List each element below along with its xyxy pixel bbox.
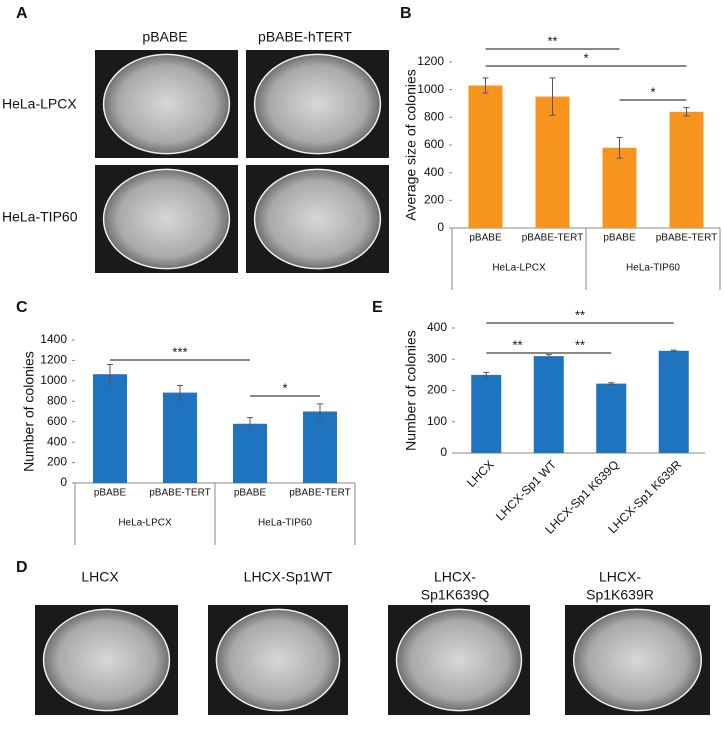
significance-label: ** — [547, 33, 557, 48]
x-tick-label: LHCX — [464, 457, 497, 490]
y-tick-label: 800 — [47, 393, 67, 407]
column-label: LHCX — [81, 569, 119, 585]
x-tick-label: pBABE-TERT — [522, 233, 584, 244]
y-tick-label: 200 — [427, 383, 447, 397]
row-label: HeLa-TIP60 — [2, 209, 78, 225]
bar — [669, 111, 704, 228]
y-tick-label: 1200 — [417, 54, 444, 68]
column-label: pBABE — [142, 29, 187, 45]
y-tick-label: 400 — [424, 165, 444, 179]
bar — [596, 383, 627, 453]
group-label: HeLa-TIP60 — [258, 518, 312, 529]
bar — [303, 411, 337, 483]
bar — [535, 96, 570, 228]
y-tick-label: 600 — [47, 414, 67, 428]
panel-letter: B — [400, 5, 412, 22]
x-tick-label: LHCX-Sp1 WT — [493, 457, 559, 523]
panel-letter: A — [16, 5, 28, 22]
group-label: HeLa-LPCX — [118, 518, 172, 529]
significance-label: * — [650, 84, 655, 99]
bar — [233, 423, 267, 483]
y-axis-label: Average size of colonies — [403, 69, 419, 221]
column-label: Sp1K639R — [586, 587, 654, 603]
bar — [93, 374, 127, 483]
row-label: HeLa-LPCX — [2, 96, 77, 112]
x-tick-label: pBABE-TERT — [149, 488, 211, 499]
error-bar — [317, 403, 323, 420]
error-bar — [483, 371, 490, 378]
y-tick-label: 1400 — [40, 332, 67, 346]
error-bar — [177, 384, 183, 401]
panel-letter: D — [16, 559, 28, 576]
column-label: LHCX- — [434, 569, 476, 585]
error-bar — [482, 77, 489, 94]
significance-label: ** — [575, 337, 585, 352]
y-tick-label: 200 — [47, 455, 67, 469]
column-label: LHCX- — [599, 569, 641, 585]
y-axis-label: Number of colonies — [21, 351, 37, 472]
y-tick-label: 100 — [427, 414, 447, 428]
dish — [253, 168, 382, 270]
dish — [395, 608, 523, 712]
y-tick-label: 1000 — [40, 373, 67, 387]
x-tick-label: pBABE — [234, 488, 267, 499]
error-bar — [545, 354, 552, 359]
column-label: Sp1K639Q — [421, 587, 490, 603]
significance-label: * — [282, 380, 287, 395]
bar — [163, 392, 197, 483]
y-tick-label: 400 — [47, 434, 67, 448]
error-bar — [247, 417, 253, 431]
y-tick-label: 300 — [427, 351, 447, 365]
y-tick-label: 800 — [424, 110, 444, 124]
bar — [602, 147, 637, 228]
error-bar — [608, 382, 615, 386]
dish — [102, 53, 231, 155]
error-bar — [670, 349, 677, 352]
group-label: HeLa-TIP60 — [626, 263, 680, 274]
y-tick-label: 400 — [427, 320, 447, 334]
y-tick-label: 0 — [437, 220, 444, 234]
y-tick-label: 1000 — [417, 82, 444, 96]
x-tick-label: pBABE-TERT — [656, 233, 718, 244]
bar — [658, 350, 689, 453]
y-tick-label: 200 — [424, 193, 444, 207]
panel-letter: C — [16, 299, 28, 316]
dish — [102, 168, 231, 270]
y-tick-label: 1200 — [40, 353, 67, 367]
dish — [572, 608, 703, 712]
y-tick-label: 0 — [60, 475, 67, 489]
dish — [215, 608, 341, 712]
bar — [468, 85, 503, 229]
x-tick-label: pBABE — [469, 233, 502, 244]
error-bar — [616, 136, 623, 159]
y-axis-label: Number of colonies — [403, 330, 419, 451]
x-tick-label: pBABE — [603, 233, 636, 244]
significance-label: * — [583, 50, 588, 65]
error-bar — [549, 77, 556, 116]
error-bar — [683, 107, 690, 117]
significance-label: ** — [575, 307, 585, 322]
bar — [533, 356, 564, 453]
column-label: LHCX-Sp1WT — [244, 569, 333, 585]
panel-letter: E — [372, 299, 383, 316]
group-label: HeLa-LPCX — [492, 263, 546, 274]
bar — [471, 374, 502, 453]
column-label: pBABE-hTERT — [258, 29, 352, 45]
y-tick-label: 600 — [424, 137, 444, 151]
dish — [42, 608, 171, 712]
error-bar — [107, 364, 113, 385]
significance-label: ** — [512, 337, 522, 352]
significance-label: *** — [172, 344, 187, 359]
x-tick-label: pBABE — [94, 488, 127, 499]
y-tick-label: 0 — [440, 445, 447, 459]
dish — [253, 53, 382, 155]
x-tick-label: pBABE-TERT — [289, 488, 351, 499]
